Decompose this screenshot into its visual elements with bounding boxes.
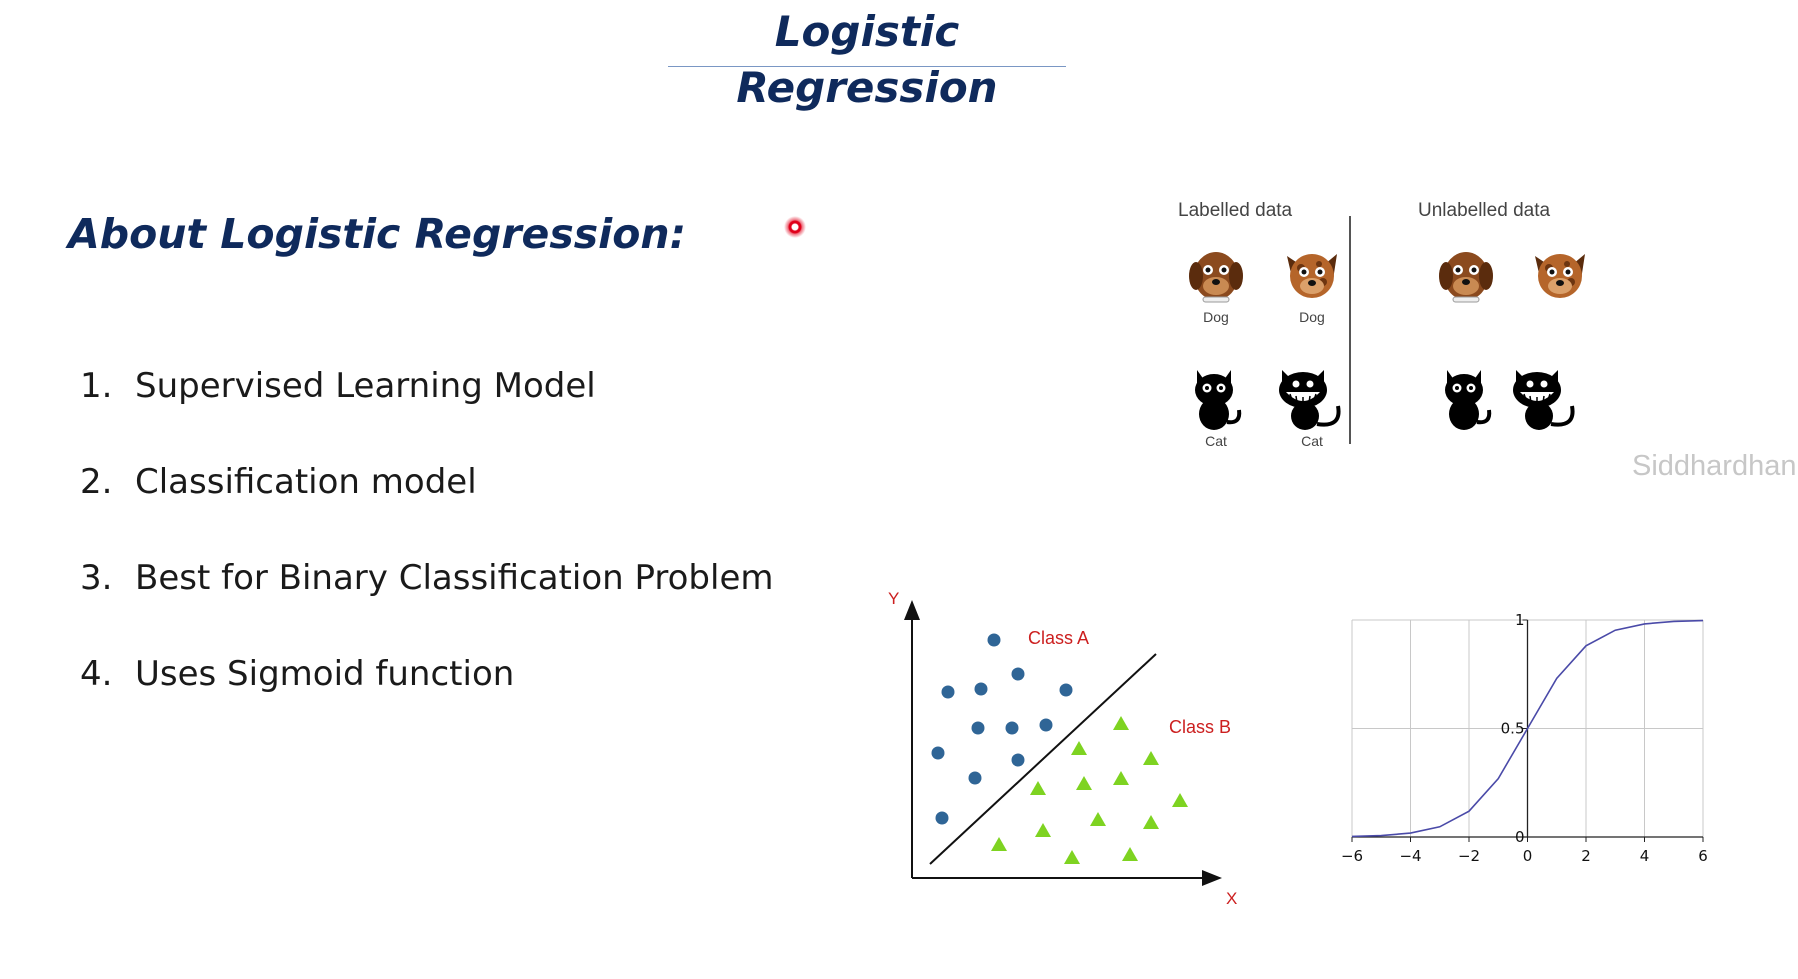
class-a-point — [1011, 667, 1025, 681]
class-b-label: Class B — [1169, 717, 1231, 737]
slide-title: Logistic Regression — [736, 7, 998, 112]
scatter-y-label: Y — [888, 590, 899, 608]
class-a-point — [974, 682, 988, 696]
class-a-point — [1005, 721, 1019, 735]
class-a-label: Class A — [1028, 628, 1089, 648]
x-tick-label: 2 — [1581, 847, 1591, 865]
unlabelled-data-header: Unlabelled data — [1418, 200, 1551, 221]
y-tick-label: 1 — [1515, 611, 1525, 629]
section-heading: About Logistic Regression: — [68, 210, 686, 258]
sigmoid-x-ticks: −6 −4 −2 0 2 4 6 — [1341, 837, 1708, 865]
class-a-point — [1059, 683, 1073, 697]
x-tick-label: −6 — [1341, 847, 1363, 865]
list-number: 1. — [80, 366, 113, 406]
y-tick-label: 0 — [1515, 828, 1525, 846]
cat-icon — [1513, 370, 1575, 430]
class-a-points — [931, 633, 1073, 825]
class-b-point — [1113, 771, 1129, 785]
class-b-point — [1035, 823, 1051, 837]
class-b-points — [991, 716, 1188, 864]
sigmoid-y-ticks: 00.51 — [1501, 611, 1528, 846]
class-a-point — [931, 746, 945, 760]
unlabelled-dog — [1520, 242, 1600, 313]
class-b-point — [1143, 815, 1159, 829]
x-tick-label: −4 — [1399, 847, 1421, 865]
class-b-point — [1090, 812, 1106, 826]
y-tick-label: 0.5 — [1501, 720, 1525, 738]
cat-icon — [1279, 370, 1341, 430]
class-a-point — [935, 811, 949, 825]
list-item: 4. Uses Sigmoid function — [80, 646, 774, 742]
class-b-point — [1172, 793, 1188, 807]
list-item: 1. Supervised Learning Model — [80, 358, 774, 454]
unlabelled-dog — [1426, 242, 1506, 313]
dog-icon — [1439, 252, 1493, 303]
class-b-point — [1113, 716, 1129, 730]
class-b-point — [1076, 776, 1092, 790]
list-text: Uses Sigmoid function — [135, 654, 515, 694]
list-text: Best for Binary Classification Problem — [135, 558, 774, 598]
class-a-point — [1011, 753, 1025, 767]
cat-icon — [1445, 370, 1492, 430]
class-scatter-diagram: Y X Class A Class B — [888, 590, 1237, 908]
list-number: 2. — [80, 462, 113, 502]
class-b-point — [991, 837, 1007, 851]
class-a-point — [1039, 718, 1053, 732]
sigmoid-curve — [1351, 619, 1704, 838]
list-number: 4. — [80, 654, 113, 694]
unlabelled-cat — [1496, 366, 1596, 437]
class-a-point — [968, 771, 982, 785]
labelled-cat: Cat — [1176, 366, 1256, 449]
list-item: 2. Classification model — [80, 454, 774, 550]
dog-icon — [1535, 254, 1585, 298]
labelled-cat: Cat — [1272, 366, 1352, 449]
scatter-x-label: X — [1226, 889, 1237, 908]
dog-caption: Dog — [1203, 309, 1229, 325]
dog-icon — [1287, 254, 1337, 298]
x-tick-label: −2 — [1458, 847, 1480, 865]
class-b-point — [1143, 751, 1159, 765]
cat-caption: Cat — [1301, 433, 1323, 449]
labelled-data-header: Labelled data — [1178, 200, 1293, 221]
decision-boundary — [929, 653, 1157, 865]
cat-caption: Cat — [1205, 433, 1227, 449]
title-underline — [668, 66, 1066, 67]
laser-pointer-icon — [784, 216, 806, 238]
points-list: 1. Supervised Learning Model 2. Classifica… — [80, 358, 774, 742]
x-tick-label: 6 — [1698, 847, 1708, 865]
class-a-point — [941, 685, 955, 699]
scatter-axes — [904, 600, 1222, 886]
list-text: Supervised Learning Model — [135, 366, 596, 406]
x-tick-label: 4 — [1640, 847, 1650, 865]
x-tick-label: 0 — [1523, 847, 1533, 865]
labelled-data-figure: Labelled data Unlabelled data Dog Dog — [1130, 196, 1590, 466]
class-a-point — [987, 633, 1001, 647]
watermark-text: Siddhardhan — [1632, 450, 1797, 482]
cat-icon — [1195, 370, 1242, 430]
labelled-dog: Dog — [1272, 242, 1352, 325]
list-item: 3. Best for Binary Classification Problem — [80, 550, 774, 646]
list-number: 3. — [80, 558, 113, 598]
class-a-point — [971, 721, 985, 735]
dog-caption: Dog — [1299, 309, 1325, 325]
list-text: Classification model — [135, 462, 477, 502]
dog-icon — [1189, 252, 1243, 303]
class-b-point — [1030, 781, 1046, 795]
sigmoid-chart: −6 −4 −2 0 2 4 6 00.51 — [1341, 611, 1708, 865]
figure-divider — [1349, 216, 1351, 444]
class-b-point — [1064, 850, 1080, 864]
labelled-dog: Dog — [1176, 242, 1256, 325]
unlabelled-cat — [1426, 366, 1506, 437]
class-b-point — [1071, 741, 1087, 755]
class-b-point — [1122, 847, 1138, 861]
